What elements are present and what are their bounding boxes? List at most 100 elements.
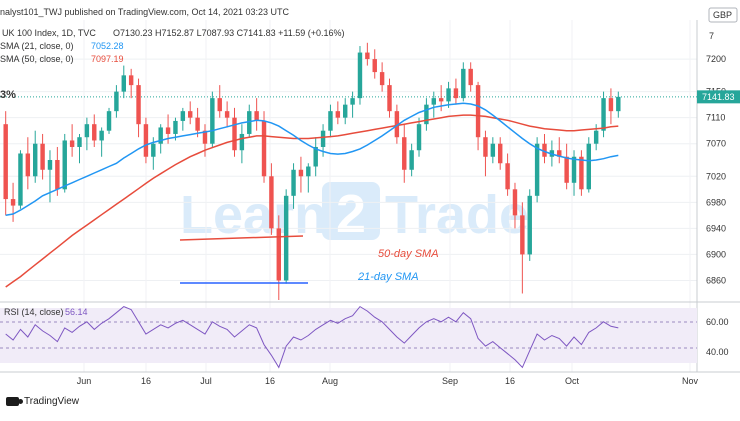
time-tick-label: Oct xyxy=(565,376,580,386)
sma50-annotation: 50-day SMA xyxy=(378,248,439,260)
candlestick-series xyxy=(3,42,621,300)
price-tick-label: 6940 xyxy=(706,223,726,233)
sma50-legend-label: SMA (50, close, 0) xyxy=(0,54,74,64)
candle-body xyxy=(69,140,75,147)
candle-body xyxy=(557,150,562,157)
time-tick-label: Aug xyxy=(322,376,338,386)
last-price-label: 7141.83 xyxy=(702,92,735,102)
candle-body xyxy=(527,195,532,255)
candle-body xyxy=(372,59,377,73)
watermark-learn: Learn xyxy=(180,185,327,245)
tradingview-brand[interactable]: TradingView xyxy=(6,396,79,407)
sma50-legend-value: 7097.19 xyxy=(91,54,124,64)
candle-body xyxy=(579,156,584,190)
candle-body xyxy=(202,130,208,144)
candle-body xyxy=(483,137,488,157)
rsi-axis-labels: 40.00 60.00 xyxy=(706,317,729,357)
candle-body xyxy=(158,127,163,144)
candle-body xyxy=(328,111,333,131)
change-percent-fragment: 3% xyxy=(0,89,16,101)
candle-body xyxy=(25,153,31,177)
candle-body xyxy=(490,143,496,157)
candle-body xyxy=(269,176,274,229)
candle-body xyxy=(335,111,341,118)
candle-body xyxy=(128,75,134,86)
candle-body xyxy=(114,91,119,112)
sma21-legend-value: 7052.28 xyxy=(91,41,124,51)
candle-body xyxy=(416,124,422,151)
rsi-line xyxy=(5,305,619,369)
candle-body xyxy=(10,199,16,206)
candle-body xyxy=(3,124,8,200)
candle-body xyxy=(306,166,311,177)
currency-label: GBP xyxy=(713,10,732,20)
candle-body xyxy=(254,111,259,121)
sma21-line xyxy=(5,102,619,217)
candle-body xyxy=(84,124,90,138)
candle-body xyxy=(616,96,621,112)
candle-body xyxy=(409,150,414,170)
watermark-logo: Learn 2 Trade xyxy=(180,182,529,245)
candle-body xyxy=(224,111,230,118)
tradingview-brand-label: TradingView xyxy=(24,396,80,407)
candle-body xyxy=(402,137,407,170)
candle-body xyxy=(195,117,200,131)
candle-body xyxy=(379,72,385,86)
watermark-trade: Trade xyxy=(385,185,529,245)
candle-body xyxy=(40,143,45,170)
last-price-tag xyxy=(697,90,740,104)
candle-body xyxy=(520,215,525,255)
candle-body xyxy=(608,98,614,112)
rsi-title: RSI (14, close) xyxy=(4,307,64,317)
candle-body xyxy=(424,104,429,125)
candle-body xyxy=(77,137,82,147)
candle-body xyxy=(62,140,67,190)
tradingview-logo-icon xyxy=(6,397,23,406)
candle-body xyxy=(357,52,363,99)
price-axis-labels: 686069006940698070207070711071507200 xyxy=(706,54,726,285)
candle-body xyxy=(33,143,38,177)
candle-body xyxy=(121,75,126,92)
rsi-tick-label: 60.00 xyxy=(706,317,729,327)
price-axis-partial-label: 7 xyxy=(709,31,714,41)
candle-body xyxy=(210,98,215,144)
candle-body xyxy=(55,160,60,190)
candle-body xyxy=(217,98,222,112)
candle-body xyxy=(571,156,577,183)
candle-body xyxy=(143,124,149,157)
candle-body xyxy=(438,98,444,102)
price-tick-label: 7070 xyxy=(706,139,726,149)
sma21-legend-label: SMA (21, close, 0) xyxy=(0,41,74,51)
candle-body xyxy=(534,143,540,196)
rsi-value: 56.14 xyxy=(65,307,88,317)
time-tick-label: Sep xyxy=(442,376,458,386)
time-tick-label: Jun xyxy=(77,376,92,386)
candle-body xyxy=(586,143,591,190)
rsi-tick-label: 40.00 xyxy=(706,347,729,357)
candle-body xyxy=(18,153,23,206)
candle-body xyxy=(47,160,53,170)
candle-body xyxy=(512,189,518,216)
sma50-line xyxy=(5,114,619,288)
time-tick-label: 16 xyxy=(265,376,275,386)
rsi-band xyxy=(0,308,697,363)
candle-body xyxy=(151,143,156,157)
candle-body xyxy=(387,85,392,112)
candle-body xyxy=(99,130,104,141)
price-tick-label: 6980 xyxy=(706,197,726,207)
candle-body xyxy=(601,98,606,131)
price-tick-label: 7020 xyxy=(706,171,726,181)
time-tick-label: Nov xyxy=(682,376,699,386)
candle-body xyxy=(276,228,281,281)
time-tick-label: Jul xyxy=(200,376,212,386)
price-tick-label: 7200 xyxy=(706,54,726,64)
candle-body xyxy=(136,85,141,125)
candle-body xyxy=(394,111,400,138)
currency-badge[interactable] xyxy=(708,7,738,23)
candle-body xyxy=(461,68,466,99)
candle-body xyxy=(475,85,481,138)
candle-body xyxy=(165,127,171,134)
candle-body xyxy=(106,111,112,131)
